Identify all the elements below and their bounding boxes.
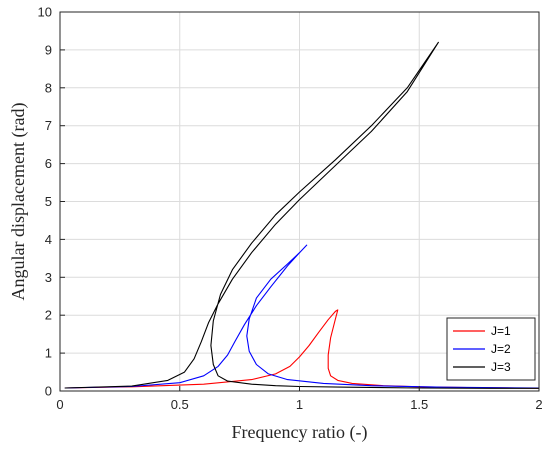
legend-label: J=3 xyxy=(491,360,511,374)
x-tick-label: 1.5 xyxy=(410,397,428,412)
y-tick-label: 3 xyxy=(45,270,52,285)
y-tick-label: 7 xyxy=(45,118,52,133)
series-line-2 xyxy=(64,244,540,389)
x-axis-label: Frequency ratio (-) xyxy=(232,422,368,443)
axis-ticks: 0 0.5 1 1.5 2 0 1 2 3 4 5 6 7 8 9 10 xyxy=(38,5,543,413)
y-tick-label: 10 xyxy=(38,5,52,20)
y-tick-label: 1 xyxy=(45,346,52,361)
y-tick-label: 8 xyxy=(45,80,52,95)
legend: J=1 J=2 J=3 xyxy=(446,317,536,381)
series-lines xyxy=(64,41,540,389)
x-tick-label: 0 xyxy=(56,397,63,412)
x-tick-label: 0.5 xyxy=(171,397,189,412)
series-line-3 xyxy=(64,41,539,389)
y-tick-label: 6 xyxy=(45,156,52,171)
y-tick-label: 9 xyxy=(45,42,52,57)
y-axis-label: Angular displacement (rad) xyxy=(8,103,29,301)
y-tick-label: 0 xyxy=(45,384,52,399)
x-tick-label: 1 xyxy=(296,397,303,412)
y-tick-label: 4 xyxy=(45,232,52,247)
legend-label: J=1 xyxy=(491,324,511,338)
y-tick-label: 5 xyxy=(45,194,52,209)
x-tick-label: 2 xyxy=(535,397,542,412)
legend-label: J=2 xyxy=(491,342,511,356)
y-tick-label: 2 xyxy=(45,308,52,323)
